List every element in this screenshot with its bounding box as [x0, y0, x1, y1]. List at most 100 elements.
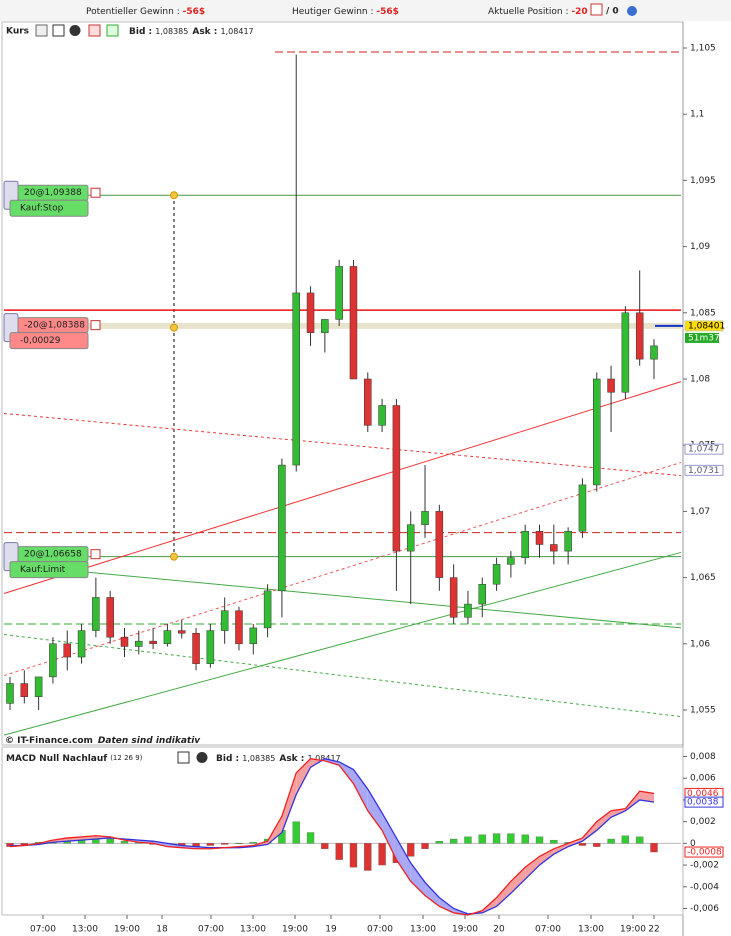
candle-body: [364, 378, 372, 426]
price-tag: 0,0038: [687, 798, 719, 808]
ask-label: Ask :: [192, 27, 220, 37]
order-label: 20@1,09388: [24, 188, 82, 198]
x-tick-label: 18: [156, 925, 168, 935]
candle-body: [492, 564, 501, 585]
price-tag: 0,0046: [687, 789, 719, 799]
label: Aktuelle Position :: [488, 7, 571, 17]
footer: © IT-Finance.com Daten sind indikativ: [5, 736, 201, 746]
candle-body: [564, 531, 572, 552]
macd-signal-band: [553, 843, 569, 855]
candle-body: [6, 683, 14, 704]
y-tick-label: 1,095: [690, 176, 716, 186]
sell-icon[interactable]: [88, 24, 101, 37]
order-label: -20@1,08388: [24, 321, 85, 331]
macd-title: MACD Null Nachlauf (12 26 9): [6, 754, 143, 764]
histogram-bar: [636, 836, 644, 844]
y-tick-label: 0,002: [690, 817, 716, 827]
candle-body: [135, 640, 143, 647]
candle-body: [206, 630, 215, 664]
x-tick-label: 07:00: [367, 925, 393, 935]
x-tick-label: 22: [648, 925, 659, 935]
order-label: 20@1,06658: [24, 550, 82, 560]
ask-label: Ask :: [279, 754, 307, 764]
macd-signal-band: [539, 848, 554, 866]
position: Aktuelle Position : -20: [488, 7, 588, 17]
candle-body: [249, 627, 258, 645]
timer-bg: [685, 332, 719, 343]
y-tick-label: -0,002: [690, 861, 719, 871]
histogram-bar: [364, 843, 372, 871]
order-box[interactable]: -20@1,08388 -0,00029: [3, 313, 101, 350]
price-tag: 1,0731: [688, 466, 720, 476]
macd-signal-band: [382, 812, 397, 860]
macd-signal-band: [353, 769, 368, 811]
histogram-bar: [593, 843, 601, 847]
candle-body: [106, 597, 114, 638]
buy-icon[interactable]: [106, 24, 119, 37]
candle-body: [220, 610, 229, 631]
candle-body: [507, 557, 515, 565]
y-tick-label: -0,004: [690, 882, 719, 892]
bid-ask: Bid : 1,08385 Ask : 1,08417: [129, 27, 254, 37]
close-position[interactable]: [590, 3, 603, 16]
candle-body: [63, 643, 71, 658]
candle-body: [535, 531, 544, 545]
bid-label: Bid :: [216, 754, 242, 764]
timer: 51m375: [688, 333, 725, 343]
order-box[interactable]: 20@1,09388 Kauf:Stop: [3, 180, 101, 217]
candle-body: [578, 484, 587, 532]
candle-body: [421, 511, 429, 525]
histogram-bar: [521, 834, 529, 844]
window-icon[interactable]: [52, 24, 65, 37]
y-tick-label: 0,006: [690, 774, 716, 784]
settings-icon[interactable]: [627, 6, 637, 16]
x-tick-label: 19:00: [114, 925, 140, 935]
y-tick-label: 1,065: [690, 573, 716, 583]
macd-panel: [1, 746, 684, 916]
price-tag-bg: [684, 464, 724, 476]
tool-icon[interactable]: [35, 24, 48, 37]
candle-body: [34, 676, 43, 698]
x-tick-label: 13:00: [410, 925, 436, 935]
histogram-bar: [321, 843, 329, 849]
histogram-bar: [120, 841, 129, 844]
candle-body: [550, 544, 558, 552]
x-tick-label: 07:00: [30, 925, 56, 935]
label: Potentieller Gewinn :: [86, 7, 183, 17]
candle-body: [177, 630, 186, 634]
macd-signal-band: [410, 862, 426, 896]
histogram-bar: [449, 838, 458, 844]
macd-signal-band: [525, 856, 540, 880]
ask: 1,08417: [308, 754, 341, 763]
macd-signal-band: [568, 837, 583, 847]
histogram-bar: [292, 821, 300, 844]
histogram-bar: [621, 835, 630, 844]
window-icon[interactable]: [177, 751, 190, 764]
close-icon[interactable]: [196, 752, 208, 763]
macd-signal-band: [496, 881, 511, 907]
y-tick-label: 1,1: [690, 110, 704, 120]
histogram-bar: [421, 843, 429, 849]
trend-line: [3, 563, 682, 629]
histogram-bar: [550, 839, 558, 844]
histogram-bar: [507, 833, 515, 844]
candle-body: [650, 345, 658, 360]
macd-signal-band: [296, 758, 311, 795]
histogram-bar: [492, 833, 501, 844]
candle-body: [321, 319, 329, 333]
order-handle: [170, 552, 178, 561]
copyright: © IT-Finance.com: [5, 736, 93, 746]
candle-body: [464, 603, 472, 618]
order-box[interactable]: 20@1,06658 Kauf:Limit: [3, 542, 101, 579]
candle-body: [77, 630, 86, 658]
histogram-bar: [306, 832, 315, 844]
ask: 1,08417: [221, 27, 254, 36]
macd-signal-band: [510, 867, 526, 894]
label: Heutiger Gewinn :: [292, 7, 376, 17]
close-icon[interactable]: [69, 25, 81, 36]
candle-body: [435, 511, 444, 578]
position-rest: / 0: [606, 7, 619, 17]
candle-body: [235, 610, 243, 645]
candle-body: [192, 632, 200, 664]
